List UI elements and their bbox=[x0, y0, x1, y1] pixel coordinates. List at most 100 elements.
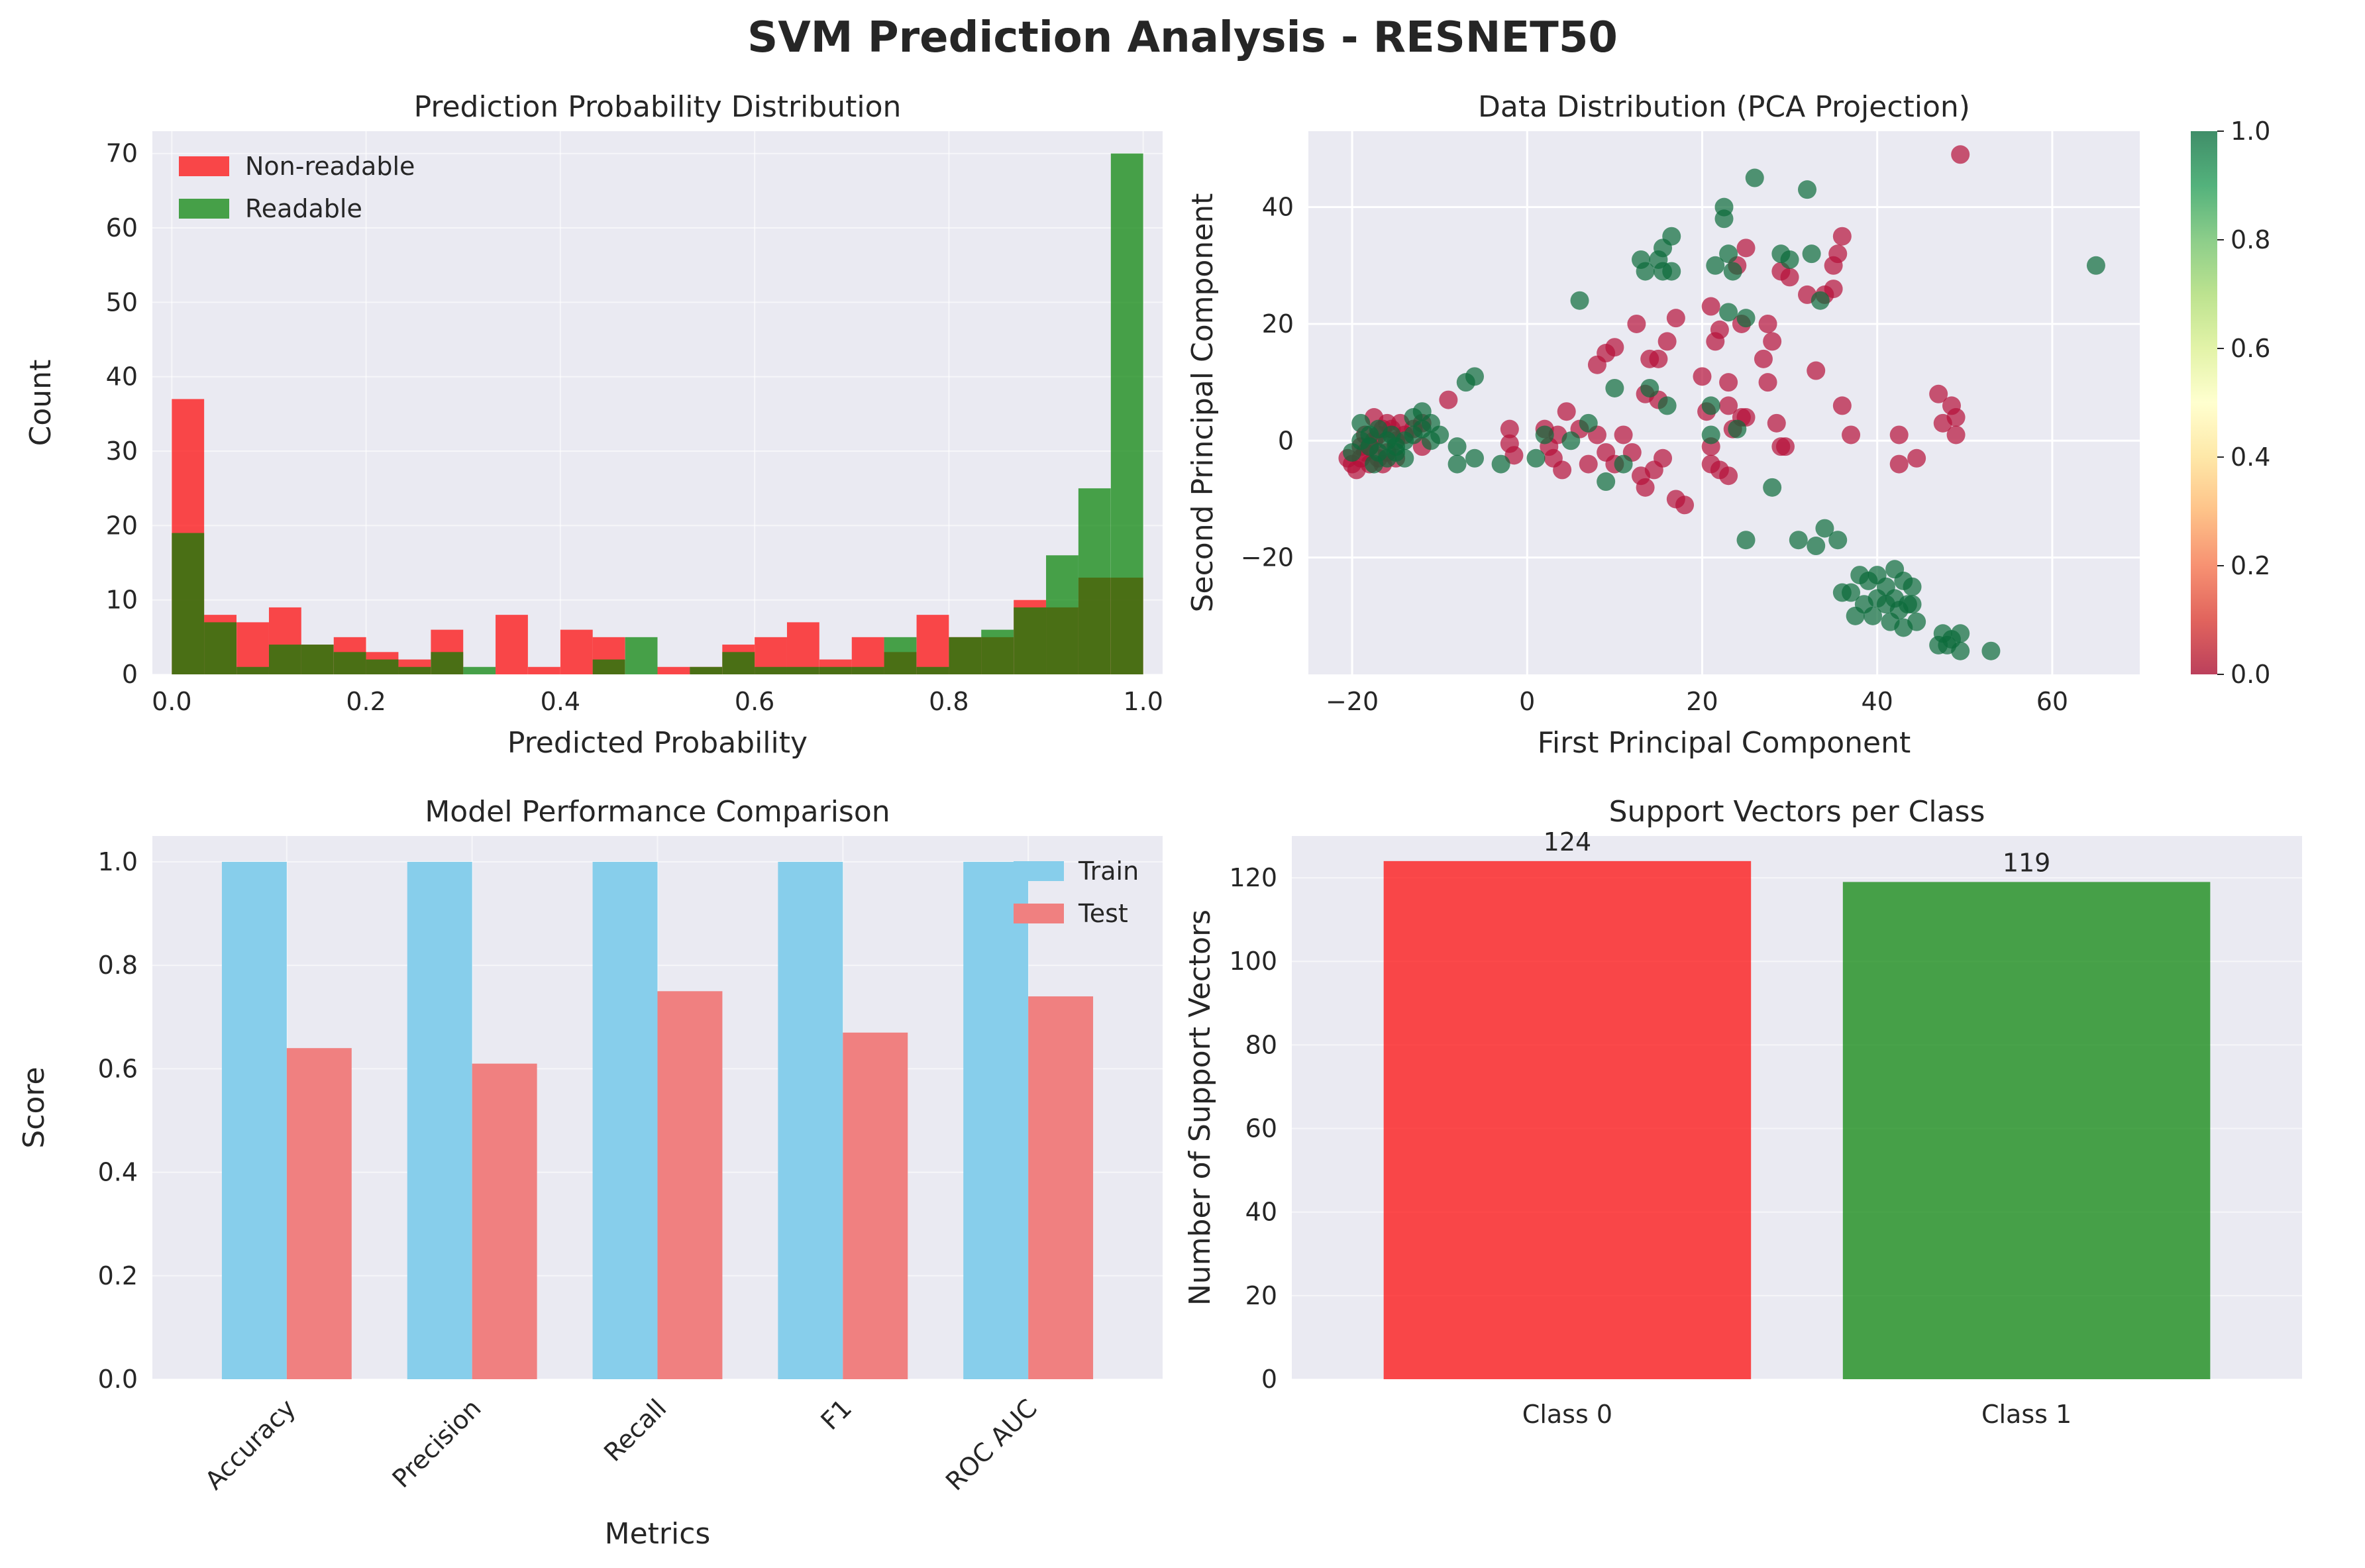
scatter-point-class-0 bbox=[1736, 238, 1756, 258]
histogram-bar-non-readable bbox=[236, 622, 269, 674]
y-tick-label: 50 bbox=[106, 287, 138, 317]
histogram-bar-readable bbox=[1110, 153, 1143, 674]
scatter-point-class-1 bbox=[1662, 227, 1681, 246]
colorbar-tick-label: 0.0 bbox=[2231, 660, 2270, 689]
scatter-point-class-1 bbox=[1465, 367, 1484, 386]
scatter-point-class-1 bbox=[1465, 448, 1484, 468]
y-axis-label: Score bbox=[17, 1067, 51, 1148]
scatter-point-class-0 bbox=[1605, 338, 1624, 357]
x-tick-label: 40 bbox=[1862, 687, 1893, 716]
scatter-point-class-0 bbox=[1754, 349, 1773, 368]
y-tick-label: 30 bbox=[106, 437, 138, 466]
legend-label: Readable bbox=[245, 194, 362, 223]
x-axis-label: Metrics bbox=[605, 1517, 711, 1551]
legend-swatch bbox=[179, 156, 229, 176]
support-vectors-panel: Support Vectors per Class 0 20 40 60 80 100 120… bbox=[1183, 795, 2302, 1429]
legend-label: Non-readable bbox=[245, 152, 415, 181]
scatter-point-class-0 bbox=[1579, 454, 1598, 474]
scatter-point-class-1 bbox=[1745, 168, 1764, 187]
train-bar bbox=[778, 862, 843, 1379]
scatter-point-class-1 bbox=[1828, 531, 1848, 550]
scatter-point-class-1 bbox=[1351, 413, 1371, 433]
scatter-point-class-1 bbox=[1365, 454, 1384, 474]
y-tick-label: 0.0 bbox=[98, 1365, 138, 1394]
scatter-point-class-1 bbox=[1798, 180, 1816, 199]
legend: Non-readable Readable bbox=[179, 152, 415, 223]
scatter-point-class-0 bbox=[1710, 320, 1729, 339]
y-axis-label: Second Principal Component bbox=[1186, 193, 1220, 613]
scatter-point-class-1 bbox=[1535, 425, 1554, 444]
y-tick-label: 20 bbox=[106, 511, 138, 540]
scatter-point-class-1 bbox=[1597, 472, 1616, 492]
scatter-point-class-1 bbox=[1951, 624, 1970, 643]
histogram-bar-non-readable bbox=[786, 622, 819, 674]
scatter-point-class-1 bbox=[1412, 402, 1432, 421]
histogram-panel: Prediction Probability Distribution 0 10 20… bbox=[24, 90, 1163, 760]
scatter-point-class-1 bbox=[1614, 454, 1633, 474]
scatter-point-class-1 bbox=[1421, 431, 1440, 450]
y-tick-label: 0 bbox=[122, 660, 138, 689]
plot-area bbox=[152, 131, 1163, 674]
scatter-point-class-1 bbox=[1811, 291, 1830, 310]
scatter-point-class-0 bbox=[1767, 413, 1786, 433]
scatter-point-class-1 bbox=[1815, 519, 1834, 538]
scatter-point-class-0 bbox=[1675, 496, 1695, 515]
scatter-point-class-1 bbox=[1701, 425, 1720, 444]
scatter-point-class-1 bbox=[1951, 641, 1970, 660]
x-tick-label: 0.0 bbox=[152, 687, 191, 716]
y-tick-label: 0 bbox=[1278, 426, 1294, 455]
chart-title: Data Distribution (PCA Projection) bbox=[1478, 90, 1970, 124]
y-tick-label: 70 bbox=[106, 139, 138, 168]
scatter-point-class-1 bbox=[2086, 256, 2105, 275]
legend-swatch bbox=[179, 199, 229, 219]
y-tick-label: 40 bbox=[1245, 1198, 1277, 1227]
scatter-point-class-1 bbox=[1570, 291, 1589, 310]
x-tick-label: 1.0 bbox=[1123, 687, 1163, 716]
histogram-bar-readable bbox=[755, 666, 787, 674]
bar-value-label: 124 bbox=[1544, 827, 1592, 857]
x-tick-label: 60 bbox=[2036, 687, 2068, 716]
scatter-point-class-1 bbox=[1714, 197, 1734, 217]
scatter-point-class-1 bbox=[1736, 309, 1756, 328]
histogram-bar-readable bbox=[172, 533, 205, 674]
histogram-bar-readable bbox=[366, 659, 399, 674]
y-tick-label: 0.2 bbox=[98, 1261, 138, 1290]
x-tick-label: 0.6 bbox=[735, 687, 774, 716]
scatter-point-class-0 bbox=[1504, 446, 1524, 465]
scatter-point-class-1 bbox=[1903, 577, 1922, 596]
scatter-point-class-1 bbox=[1657, 396, 1677, 415]
scatter-point-class-0 bbox=[1832, 227, 1852, 246]
scatter-point-class-1 bbox=[1526, 448, 1546, 468]
y-tick-label: −20 bbox=[1241, 543, 1294, 572]
scatter-point-class-0 bbox=[1666, 309, 1685, 328]
scatter-point-class-1 bbox=[1395, 448, 1414, 468]
scatter-point-class-1 bbox=[1728, 419, 1747, 439]
scatter-point-class-1 bbox=[1763, 478, 1782, 497]
scatter-point-class-0 bbox=[1654, 448, 1673, 468]
colorbar-tick-label: 0.6 bbox=[2231, 334, 2270, 363]
legend-label: Train bbox=[1078, 857, 1139, 886]
scatter-point-class-1 bbox=[1864, 606, 1883, 625]
y-tick-label: 0.6 bbox=[98, 1054, 138, 1083]
y-tick-label: 120 bbox=[1229, 863, 1277, 892]
histogram-bar-readable bbox=[333, 652, 366, 674]
train-bar bbox=[407, 862, 472, 1379]
scatter-point-class-1 bbox=[1605, 378, 1624, 397]
scatter-point-class-1 bbox=[1447, 454, 1467, 474]
histogram-bar-readable bbox=[1046, 555, 1078, 674]
y-tick-label: 10 bbox=[106, 586, 138, 615]
scatter-point-class-1 bbox=[1491, 454, 1510, 474]
scatter-point-class-0 bbox=[1614, 425, 1633, 444]
colorbar-tick-label: 0.4 bbox=[2231, 443, 2270, 472]
x-tick-label: Class 0 bbox=[1522, 1400, 1612, 1429]
train-bar bbox=[963, 862, 1029, 1379]
test-bar bbox=[1028, 996, 1094, 1379]
x-axis-label: Predicted Probability bbox=[507, 726, 808, 760]
scatter-point-class-0 bbox=[1951, 145, 1970, 164]
test-bar bbox=[843, 1032, 908, 1379]
histogram-bar-readable bbox=[592, 659, 625, 674]
y-tick-label: 1.0 bbox=[98, 847, 138, 876]
histogram-bar-readable bbox=[690, 666, 723, 674]
scatter-point-class-0 bbox=[1946, 425, 1966, 444]
